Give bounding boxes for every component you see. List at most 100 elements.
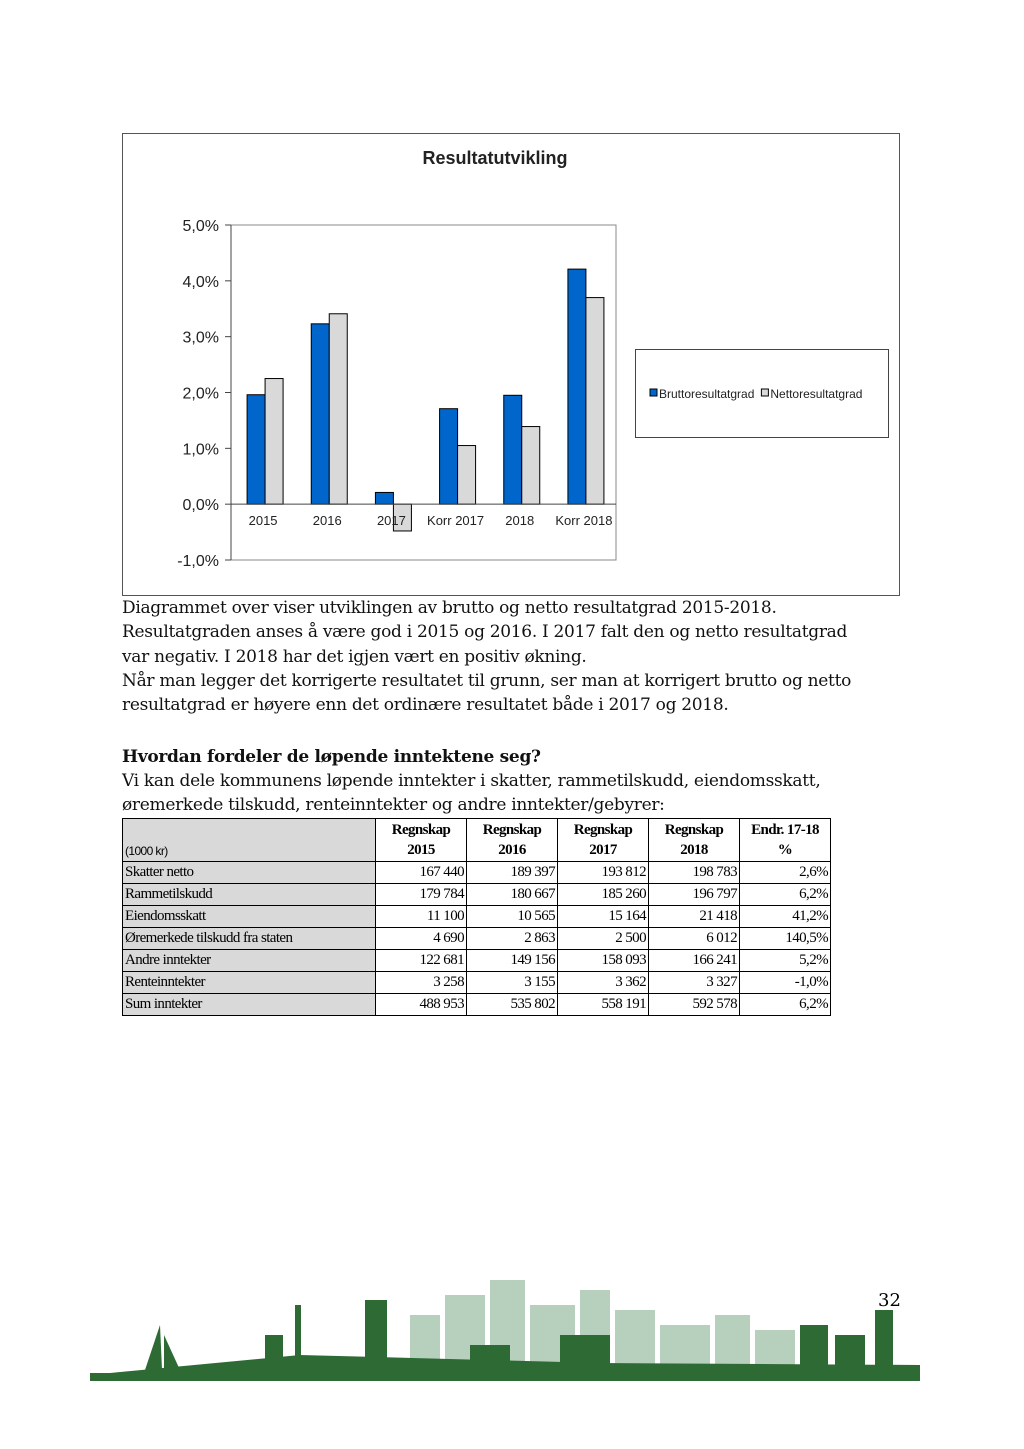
value-cell: 166 241 — [648, 949, 740, 972]
value-cell: 3 362 — [557, 971, 649, 994]
value-cell: 592 578 — [648, 993, 740, 1016]
value-cell: 6,2% — [739, 993, 831, 1016]
chart: Resultatutvikling -1,0% 0,0% 1,0% 2,0% 3,0% 4… — [122, 133, 900, 596]
value-cell: 122 681 — [375, 949, 467, 972]
value-cell: 180 667 — [466, 883, 558, 906]
value-cell: 2,6% — [739, 861, 831, 884]
y-tick-label: 1,0% — [183, 441, 219, 458]
bar — [457, 445, 477, 505]
bar — [246, 394, 266, 505]
paragraph-line: var negativ. I 2018 har det igjen vært e… — [122, 646, 587, 667]
value-cell: 140,5% — [739, 927, 831, 950]
x-tick-label: 2017 — [377, 513, 406, 528]
header-text: Regnskap — [573, 822, 633, 838]
y-tick-label: 2,0% — [183, 386, 219, 403]
header-text: Endr. 17-18 — [751, 822, 819, 838]
header-cell: Regnskap 2018 — [648, 818, 740, 862]
value-cell: 193 812 — [557, 861, 649, 884]
row-label: Øremerkede tilskudd fra staten — [122, 927, 376, 950]
paragraph-line: Resultatgraden anses å være god i 2015 o… — [122, 622, 848, 643]
bar — [439, 408, 459, 505]
value-cell: 2 500 — [557, 927, 649, 950]
intro-line: Vi kan dele kommunens løpende inntekter … — [122, 771, 821, 791]
header-row: (1000 kr) Regnskap 2015 Regnskap 2016 Regnska… — [122, 818, 831, 862]
bar — [503, 394, 523, 505]
value-cell: 198 783 — [648, 861, 740, 884]
y-tick-label: -1,0% — [177, 553, 219, 570]
value-cell: 21 418 — [648, 905, 740, 928]
paragraph-line: Diagrammet over viser utviklingen av bru… — [122, 598, 777, 618]
header-cell: Endr. 17-18% — [739, 818, 831, 862]
skyline-dark — [90, 1300, 920, 1381]
table-row: Skatter netto 167 440 189 397 193 812 198 78… — [122, 861, 831, 884]
value-cell: 158 093 — [557, 949, 649, 972]
income-table: (1000 kr) Regnskap 2015 Regnskap 2016 Regnska… — [122, 818, 831, 1016]
header-text: Regnskap — [664, 822, 724, 838]
y-tick-label: 4,0% — [183, 274, 219, 291]
legend-label: Nettoresultatgrad — [770, 387, 862, 401]
value-cell: 488 953 — [375, 993, 467, 1016]
header-cell: Regnskap 2016 — [466, 818, 558, 862]
header-text: 2015 — [407, 842, 435, 858]
legend-swatch — [649, 388, 658, 397]
legend-label: Bruttoresultatgrad — [659, 387, 754, 401]
row-label: Eiendomsskatt — [122, 905, 376, 928]
bar — [310, 323, 330, 505]
value-cell: 4 690 — [375, 927, 467, 950]
value-cell: 41,2% — [739, 905, 831, 928]
row-label: Skatter netto — [122, 861, 376, 884]
bar — [521, 426, 541, 505]
section-heading: Hvordan fordeler de løpende inntektene s… — [122, 747, 541, 767]
legend-swatch — [760, 388, 769, 397]
header-text: Regnskap — [391, 822, 451, 838]
value-cell: 179 784 — [375, 883, 467, 906]
bar — [328, 313, 348, 505]
bar — [567, 268, 587, 505]
bar — [374, 491, 394, 505]
unit-cell: (1000 kr) — [122, 818, 376, 862]
value-cell: 6 012 — [648, 927, 740, 950]
header-cell: Regnskap 2017 — [557, 818, 649, 862]
table-row: Sum inntekter 488 953 535 802 558 191 592 57… — [122, 993, 831, 1016]
value-cell: 167 440 — [375, 861, 467, 884]
value-cell: 185 260 — [557, 883, 649, 906]
y-tick-label: 5,0% — [183, 218, 219, 235]
intro-line: øremerkede tilskudd, renteinntekter og a… — [122, 795, 665, 816]
value-cell: 2 863 — [466, 927, 558, 950]
value-cell: 189 397 — [466, 861, 558, 884]
plot-area — [230, 224, 617, 561]
row-label: Andre inntekter — [122, 949, 376, 972]
value-cell: 15 164 — [557, 905, 649, 928]
page-number: 32 — [878, 1290, 901, 1311]
header-text: 2017 — [589, 842, 617, 858]
value-cell: 5,2% — [739, 949, 831, 972]
header-text: % — [777, 842, 793, 858]
value-cell: 11 100 — [375, 905, 467, 928]
y-tick-label: 0,0% — [183, 497, 219, 514]
x-tick-label: 2015 — [249, 513, 278, 528]
table-row: Øremerkede tilskudd fra staten 4 690 2 863… — [122, 927, 831, 950]
value-cell: 3 258 — [375, 971, 467, 994]
header-text: Regnskap — [482, 822, 542, 838]
bar — [264, 378, 284, 505]
value-cell: 10 565 — [466, 905, 558, 928]
x-tick-label: 2016 — [313, 513, 342, 528]
skyline — [90, 1280, 920, 1381]
value-cell: 3 155 — [466, 971, 558, 994]
value-cell: 558 191 — [557, 993, 649, 1016]
x-tick-label: Korr 2018 — [555, 513, 612, 528]
value-cell: 196 797 — [648, 883, 740, 906]
value-cell: 6,2% — [739, 883, 831, 906]
row-label: Sum inntekter — [122, 993, 376, 1016]
x-tick-label: Korr 2017 — [427, 513, 484, 528]
table-row: Andre inntekter 122 681 149 156 158 093 166 … — [122, 949, 831, 972]
value-cell: 3 327 — [648, 971, 740, 994]
header-text: 2016 — [498, 842, 526, 858]
value-cell: -1,0% — [739, 971, 831, 994]
y-tick-label: 3,0% — [183, 330, 219, 347]
row-label: Rammetilskudd — [122, 883, 376, 906]
chart-title: Resultatutvikling — [422, 148, 567, 168]
table-row: Eiendomsskatt 11 100 10 565 15 164 21 418 41,… — [122, 905, 831, 928]
bar — [585, 297, 605, 505]
